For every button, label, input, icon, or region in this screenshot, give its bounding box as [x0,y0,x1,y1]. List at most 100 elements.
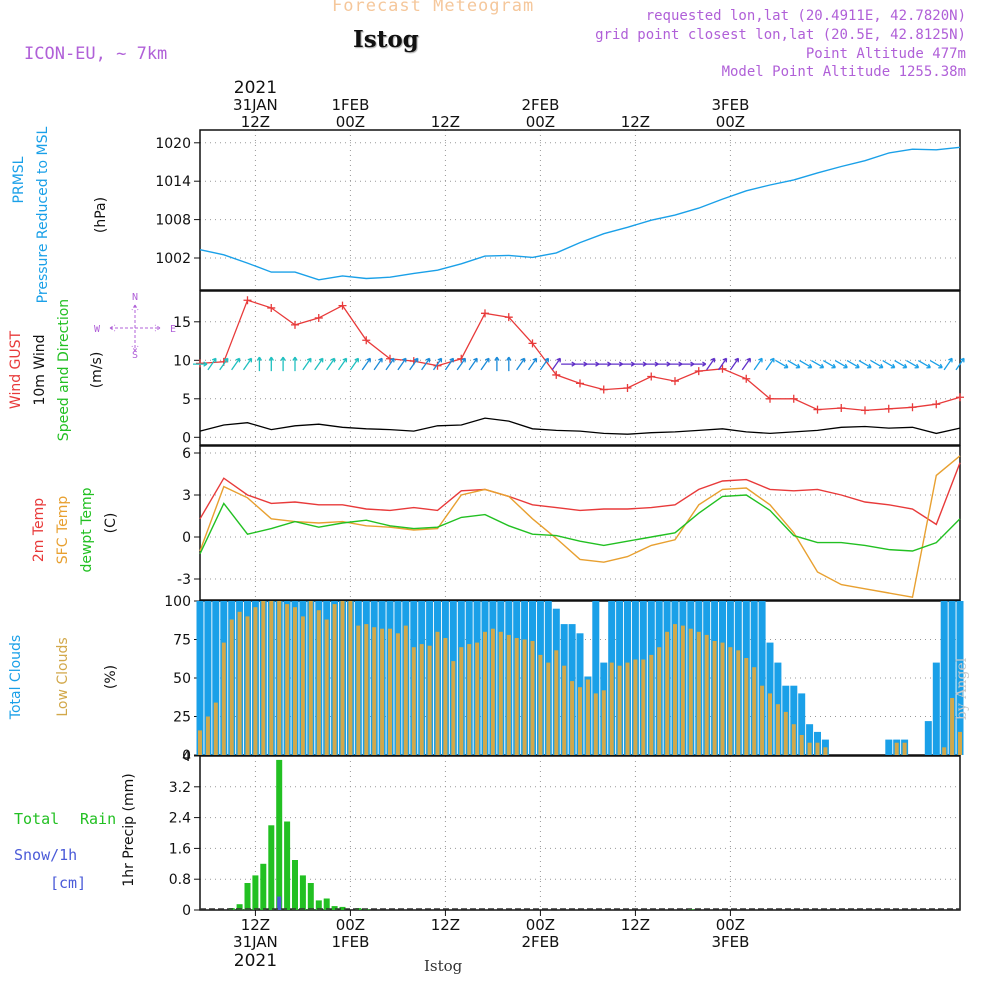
low-cloud-bar [411,647,416,755]
wind-barb-arrow [894,360,908,369]
compass-w: W [94,324,101,335]
wind-barb-arrow [775,360,789,369]
low-cloud-bar [522,639,527,755]
total-cloud-bar [196,601,204,755]
wind-barb-arrow [787,360,801,369]
panel-temperature: -3 0 3 6 2m Temp SFC Temp dewpt Temp (C) [31,445,961,601]
wind-barb-arrow [527,357,538,371]
total-cloud-bar [798,693,806,755]
low-cloud-bar [562,665,567,755]
rain-bar [292,860,298,910]
low-cloud-bar [609,662,614,755]
bottom-hour-label: 00Z [526,916,555,934]
wind-barb-arrow [539,357,550,371]
gust-point [267,303,276,312]
wind-barb-arrow [753,357,763,371]
wind-barb-arrow [943,357,953,371]
rain-bar [244,883,251,910]
wind-barb-arrow [729,357,740,371]
low-cloud-bar [950,698,955,755]
wind-barb-arrow [349,357,360,371]
top-hour-label: 12Z [241,113,270,131]
y-tick-label: 1014 [155,174,191,190]
wind-barb-arrow [421,357,431,371]
wind-barb-arrow [870,360,884,369]
bottom-hour-label: 12Z [241,916,270,934]
bottom-year-label: 2021 [234,951,277,971]
rain-bar [284,821,291,910]
gust-point [932,400,941,409]
low-cloud-bar [340,601,345,755]
dewpt-line [199,494,961,555]
total-cloud-bar [790,685,798,755]
low-cloud-bar [364,624,369,755]
y-tick-label: 3 [182,488,191,504]
wind-barb-arrow [551,357,561,371]
low-cloud-bar [467,644,472,755]
footer-location: Istog [424,957,463,975]
bottom-hour-label: 12Z [431,916,460,934]
panel-clouds: 0 25 50 75 100 Total Clouds Low Clouds (%) [8,594,964,764]
gust-point [671,377,679,386]
y-tick-label: 3.2 [169,780,191,796]
y-tick-label: 0 [182,748,191,764]
wind-barb-arrow [846,360,860,369]
gust-point [314,313,323,322]
wind-barb-arrow [717,357,728,371]
y-tick-label: 4 [182,749,191,765]
credit-watermark: by Angel [954,657,970,720]
low-cloud-bar [673,624,677,755]
low-cloud-bar [277,601,282,755]
wind-line [199,417,961,435]
sfc-temp-line [199,455,961,599]
gust-point [576,379,584,388]
low-cloud-bar [578,687,582,755]
wind-barb-arrow [906,360,920,369]
low-cloud-bar [546,662,551,755]
y-tick-label: 50 [173,671,191,687]
low-cloud-bar [712,641,717,755]
bottom-date-label: 3FEB [711,933,749,951]
gust-point [837,404,846,413]
top-hour-label: 00Z [526,113,555,131]
wind-unit-label: (m/s) [89,352,105,389]
rain-bar [323,898,330,910]
low-cloud-bar [293,607,297,755]
gust-point [647,372,656,381]
gust-point [504,313,513,322]
total-cloud-bar [932,662,940,755]
low-cloud-bar [427,645,432,755]
low-cloud-bar [958,731,962,755]
pressure-line [199,146,961,281]
wind-barb-arrow [207,357,217,371]
gust-point [694,367,703,376]
wind-barb-arrow [444,357,455,371]
y-tick-label: 1020 [155,136,191,152]
grid-point-coords: grid point closest lon,lat (20.5E, 42.81… [595,27,966,43]
wind-barb-arrow [193,361,208,367]
wind-barb-arrow [292,356,298,372]
low-cloud-bar [261,601,266,755]
bottom-date-label: 31JAN [233,933,278,951]
panel-frame [199,290,961,446]
compass-arrows [109,304,161,352]
snow-label: Snow/1h [14,846,77,864]
low-cloud-bar [775,704,780,755]
top-hour-label: 12Z [621,113,650,131]
low-cloud-bar [459,647,464,755]
low-cloud-bar [783,711,788,755]
low-cloud-bar [554,650,559,755]
snow-unit-label: [cm] [50,874,86,892]
low-cloud-bar [237,611,242,755]
top-year-label: 2021 [234,78,277,98]
compass-rose: N S W E [94,292,176,361]
total-cloud-bar [204,601,212,755]
low-cloud-bar [570,681,575,755]
gust-point [481,309,489,318]
gust-point [956,393,964,402]
low-cloud-bar [530,641,535,755]
low-cloud-bar [483,631,487,755]
low-cloud-bar [617,665,622,755]
gust-point [766,394,774,403]
